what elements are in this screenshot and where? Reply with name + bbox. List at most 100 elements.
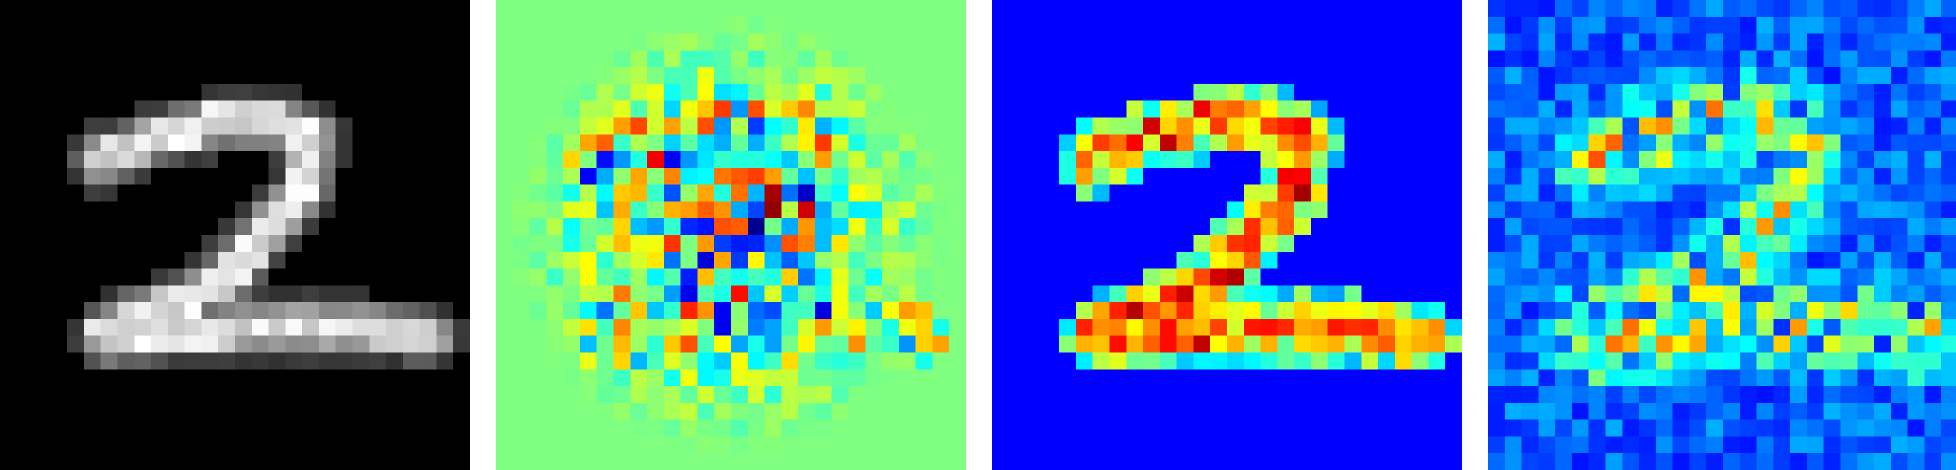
pixel-cell: [1327, 33, 1345, 51]
pixel-cell: [932, 167, 950, 185]
pixel-cell: [1394, 117, 1412, 135]
pixel-cell: [1411, 201, 1429, 219]
pixel-cell: [1445, 453, 1462, 470]
pixel-cell: [201, 0, 219, 18]
pixel-cell: [1655, 419, 1673, 437]
pixel-cell: [386, 151, 404, 169]
pixel-cell: [697, 218, 715, 236]
pixel-cell: [1773, 201, 1791, 219]
pixel-cell: [1344, 285, 1362, 303]
pixel-cell: [1394, 251, 1412, 269]
pixel-cell: [1773, 235, 1791, 253]
pixel-cell: [1159, 201, 1177, 219]
pixel-cell: [697, 184, 715, 202]
pixel-cell: [167, 134, 185, 152]
pixel-cell: [1227, 453, 1245, 470]
pixel-cell: [1176, 100, 1194, 118]
pixel-cell: [1059, 436, 1077, 454]
pixel-cell: [0, 419, 18, 437]
pixel-cell: [697, 386, 715, 404]
pixel-cell: [663, 318, 681, 337]
pixel-cell: [1504, 33, 1522, 51]
pixel-cell: [235, 167, 253, 185]
pixel-cell: [563, 117, 581, 135]
pixel-cell: [134, 67, 152, 85]
pixel-cell: [453, 117, 470, 135]
pixel-cell: [50, 16, 68, 34]
pixel-cell: [1344, 436, 1362, 454]
pixel-cell: [1378, 453, 1396, 470]
pixel-cell: [579, 117, 598, 135]
pixel-cell: [496, 436, 514, 454]
pixel-cell: [1344, 251, 1362, 269]
pixel-cell: [546, 285, 564, 303]
pixel-cell: [1806, 184, 1825, 202]
pixel-cell: [1857, 335, 1875, 353]
pixel-cell: [1176, 218, 1194, 236]
pixel-cell: [1277, 0, 1295, 18]
pixel-cell: [184, 352, 202, 370]
pixel-cell: [496, 386, 514, 404]
pixel-cell: [1823, 335, 1841, 353]
pixel-cell: [1277, 184, 1295, 202]
pixel-cell: [915, 318, 933, 337]
pixel-cell: [781, 16, 799, 34]
pixel-cell: [697, 50, 715, 68]
pixel-cell: [419, 352, 437, 370]
pixel-cell: [1639, 50, 1657, 68]
pixel-cell: [218, 33, 236, 51]
pixel-cell: [1555, 436, 1573, 454]
pixel-cell: [1941, 335, 1956, 353]
pixel-cell: [898, 251, 916, 269]
pixel-cell: [915, 184, 933, 202]
pixel-cell: [1327, 83, 1345, 102]
pixel-cell: [1143, 33, 1161, 51]
pixel-cell: [1622, 335, 1640, 353]
pixel-cell: [1723, 184, 1741, 202]
pixel-cell: [1840, 251, 1858, 269]
pixel-cell: [83, 453, 102, 470]
pixel-cell: [352, 67, 370, 85]
pixel-cell: [1411, 134, 1429, 152]
pixel-cell: [1639, 419, 1657, 437]
pixel-cell: [630, 184, 648, 202]
pixel-cell: [67, 352, 85, 370]
pixel-cell: [1428, 369, 1446, 387]
pixel-cell: [1008, 302, 1026, 320]
pixel-cell: [1092, 402, 1110, 420]
pixel-cell: [1773, 386, 1791, 404]
pixel-cell: [1361, 0, 1379, 18]
pixel-cell: [546, 335, 564, 353]
pixel-cell: [1042, 33, 1060, 51]
pixel-cell: [1655, 302, 1673, 320]
pixel-cell: [1773, 302, 1791, 320]
pixel-cell: [798, 352, 816, 370]
pixel-cell: [1243, 100, 1261, 118]
pixel-cell: [1394, 83, 1412, 102]
pixel-cell: [1210, 134, 1228, 152]
pixel-cell: [1428, 285, 1446, 303]
pixel-cell: [1210, 67, 1228, 85]
pixel-cell: [1411, 235, 1429, 253]
pixel-cell: [1294, 318, 1312, 337]
pixel-cell: [302, 67, 320, 85]
pixel-cell: [100, 268, 118, 286]
pixel-cell: [1739, 352, 1757, 370]
pixel-cell: [1504, 67, 1522, 85]
pixel-cell: [1327, 402, 1345, 420]
pixel-cell: [251, 201, 269, 219]
pixel-cell: [67, 369, 85, 387]
pixel-cell: [1655, 184, 1673, 202]
pixel-cell: [436, 251, 454, 269]
pixel-cell: [1126, 436, 1144, 454]
pixel-cell: [1622, 419, 1640, 437]
pixel-cell: [613, 117, 631, 135]
pixel-cell: [352, 16, 370, 34]
pixel-cell: [67, 83, 85, 102]
pixel-cell: [1874, 83, 1892, 102]
pixel-cell: [496, 151, 514, 169]
pixel-cell: [1361, 134, 1379, 152]
pixel-cell: [1806, 134, 1825, 152]
pixel-cell: [167, 100, 185, 118]
pixel-cell: [1126, 167, 1144, 185]
